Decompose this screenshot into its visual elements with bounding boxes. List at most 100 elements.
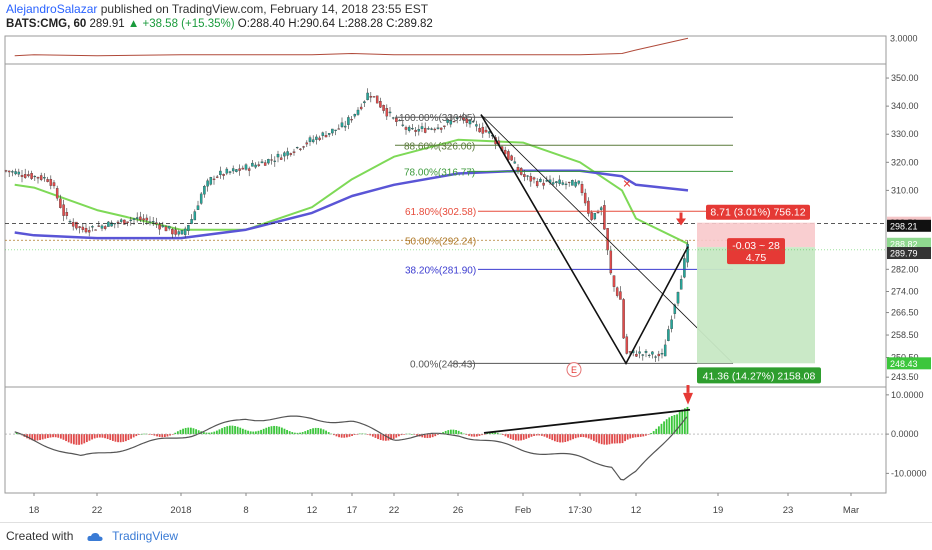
candle-body	[625, 336, 629, 354]
candle-body	[334, 129, 337, 131]
candle-body	[523, 174, 526, 177]
candle-body	[599, 207, 603, 210]
oscillator-bar	[605, 434, 608, 445]
candle-body	[132, 218, 136, 220]
oscillator-bar	[486, 433, 489, 435]
oscillator-bar	[265, 427, 268, 435]
candle-body	[212, 178, 216, 180]
oscillator-bar	[314, 427, 317, 435]
oscillator-bar	[650, 433, 652, 435]
candle-body	[423, 127, 427, 133]
oscillator-bar	[494, 432, 496, 435]
oscillator-bar	[478, 434, 481, 436]
candle-body	[398, 120, 401, 122]
oscillator-bar	[668, 417, 671, 435]
oscillator-bar	[296, 432, 299, 435]
oscillator-bar	[291, 432, 294, 435]
time-axis-label: 12	[631, 505, 642, 516]
oscillator-bar	[392, 434, 395, 439]
earnings-event-icon[interactable]	[566, 362, 582, 378]
oscillator-bar	[106, 434, 109, 440]
candle-body	[663, 344, 667, 357]
candle-body	[119, 219, 123, 222]
tradingview-link[interactable]: TradingView	[112, 529, 179, 543]
oscillator-bar	[80, 434, 83, 445]
oscillator-bar	[535, 434, 538, 436]
axes-layer: 3.0000 350.00 340.00 330.00 320.00 310.00 282.…	[5, 33, 931, 516]
oscillator-bar	[241, 428, 244, 435]
oscillator-bar	[205, 432, 208, 435]
candle-body	[686, 244, 689, 263]
oscillator-bar	[325, 430, 327, 435]
candle-body	[331, 128, 334, 134]
oscillator-bar	[462, 433, 465, 435]
candle-body	[417, 129, 421, 132]
created-with: Created with	[6, 529, 74, 543]
oscillator-bar	[46, 434, 49, 439]
candle-body	[228, 171, 232, 173]
candle-body	[676, 292, 680, 304]
candle-body	[452, 121, 456, 123]
candle-body	[87, 230, 91, 233]
candle-body	[4, 170, 8, 172]
candle-body	[641, 354, 645, 356]
candle-body	[583, 192, 587, 204]
candle-body	[33, 175, 37, 178]
author-link[interactable]: AlejandroSalazar	[6, 2, 98, 16]
oscillator-bar	[579, 434, 582, 438]
oscillator-bar	[182, 428, 184, 435]
fib-level-label: 88.60%(326.06)	[404, 141, 475, 152]
candle-body	[142, 218, 145, 221]
oscillator-bar	[150, 434, 153, 435]
candle-body	[516, 167, 520, 171]
oscillator-bar	[587, 434, 590, 439]
candle-body	[535, 181, 539, 187]
oscillator-bar	[54, 434, 57, 438]
candle-body	[39, 175, 43, 180]
candle-body	[353, 113, 357, 117]
price-axis-label: 350.00	[891, 73, 919, 83]
oscillator-bar	[470, 434, 473, 437]
oscillator-bar	[629, 434, 632, 439]
oscillator-bar	[434, 434, 437, 437]
fib-level-label: 100.00%(336.05)	[399, 113, 476, 124]
price-pane[interactable]: 100.00%(336.05) 88.60%(326.06) 78.00%(316.…	[4, 63, 887, 388]
oscillator-bar	[553, 434, 556, 442]
candle-body	[273, 160, 277, 162]
oscillator-bar	[33, 434, 36, 441]
candle-body	[203, 186, 206, 195]
candle-body	[110, 222, 113, 227]
target-zone[interactable]	[697, 247, 815, 364]
price-tag-label: 289.79	[890, 249, 918, 259]
oscillator-bar	[473, 434, 476, 437]
moving-average-line	[14, 138, 689, 245]
candle-body	[468, 119, 472, 125]
price-axis-label: 282.00	[891, 264, 919, 274]
candle-body	[20, 175, 24, 177]
candle-body	[251, 162, 254, 167]
oscillator-pane[interactable]	[4, 385, 887, 494]
oscillator-bar	[153, 434, 156, 436]
oscillator-bar	[114, 434, 117, 442]
time-axis-label: 23	[783, 505, 794, 516]
candle-body	[23, 174, 27, 178]
oscillator-bar	[345, 434, 348, 438]
candle-body	[587, 200, 590, 214]
oscillator-bar	[348, 434, 351, 437]
oscillator-bar	[239, 427, 242, 435]
candle-body	[244, 164, 248, 170]
candle-body	[97, 225, 101, 227]
candle-body	[382, 104, 385, 111]
candle-body	[36, 176, 40, 179]
oscillator-bar	[379, 434, 382, 441]
oscillator-axis-label: 10.0000	[891, 390, 924, 400]
oscillator-bar	[275, 426, 278, 435]
oscillator-bar	[613, 434, 616, 444]
oscillator-bar	[124, 434, 127, 442]
candle-body	[590, 212, 593, 220]
oscillator-bar	[657, 426, 660, 435]
oscillator-bar	[642, 434, 645, 437]
candle-body	[340, 122, 344, 127]
oscillator-bar	[260, 429, 262, 435]
